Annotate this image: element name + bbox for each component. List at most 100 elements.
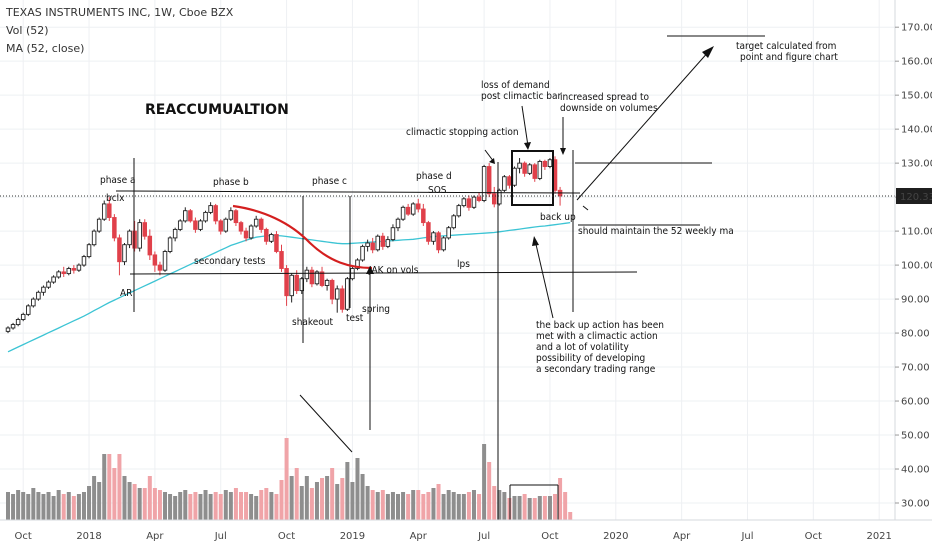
- volume-bar: [6, 492, 10, 520]
- support-line: [129, 271, 638, 275]
- label-phase-d: phase d: [416, 171, 452, 182]
- price-axis[interactable]: 30.00 40.00 50.00 60.00 70.00 80.00 90.00 100.0…: [894, 0, 932, 550]
- candle-body: [56, 271, 61, 278]
- volume-bar: [446, 490, 451, 520]
- volume-bar: [304, 476, 309, 520]
- candle-body: [253, 218, 259, 227]
- volume-bar: [330, 468, 335, 520]
- price-tick-label: 140.00: [901, 125, 932, 136]
- volume-bar: [26, 494, 31, 520]
- volume-bar: [335, 484, 340, 520]
- candle-body: [365, 242, 370, 247]
- volume-bar: [421, 494, 426, 520]
- candle-body: [46, 281, 51, 288]
- candle-body: [76, 264, 82, 271]
- ma-indicator-label[interactable]: MA (52, close): [6, 42, 85, 55]
- time-tick-label: 2020: [603, 531, 628, 542]
- candle-body: [456, 205, 462, 217]
- symbol-title[interactable]: TEXAS INSTRUMENTS INC, 1W, Cboe BZX: [6, 6, 234, 19]
- candle-body: [319, 271, 325, 286]
- candle-body: [416, 203, 421, 210]
- volume-bar: [254, 496, 259, 520]
- candle-body: [20, 313, 26, 320]
- candle-body: [522, 162, 527, 174]
- red-curve: [232, 204, 373, 270]
- candle-body: [259, 218, 264, 230]
- chart-legend: TEXAS INSTRUMENTS INC, 1W, Cboe BZX Vol …: [6, 4, 233, 58]
- time-tick-label: Apr: [146, 531, 164, 542]
- volume-bar: [249, 494, 254, 520]
- candle-body: [157, 264, 163, 271]
- drawings: [0, 35, 895, 520]
- candle-body: [279, 251, 284, 269]
- volume-bar: [416, 490, 421, 520]
- candle-body: [81, 256, 87, 266]
- candle-body: [334, 288, 340, 300]
- price-axis-bg: [895, 0, 932, 550]
- label-test: test: [346, 313, 364, 324]
- volume-bar: [426, 492, 431, 520]
- candle-body: [193, 220, 198, 230]
- note-line-1: the back up action has been: [536, 320, 664, 331]
- volume-bar: [320, 478, 325, 520]
- candle-body: [51, 276, 56, 283]
- spread-arrow-head: [560, 148, 566, 155]
- volume-bar: [507, 498, 512, 520]
- candle-body: [228, 210, 234, 220]
- candle-body: [395, 218, 401, 229]
- price-tick-label: 170.00: [901, 23, 932, 34]
- volume-bar: [461, 494, 466, 520]
- volume-bar: [61, 494, 66, 520]
- volume-bar: [537, 496, 542, 520]
- label-downside-volumes: downside on volumes: [560, 103, 658, 114]
- candle-body: [486, 166, 492, 195]
- candle-body: [107, 203, 112, 218]
- volume-bar: [512, 496, 517, 520]
- candle-body: [329, 279, 335, 300]
- label-loss-of-demand: loss of demand: [481, 80, 550, 91]
- time-tick-label: Oct: [805, 531, 822, 542]
- volume-bar: [568, 512, 573, 520]
- volume-bar: [117, 454, 122, 520]
- volume-bar: [71, 496, 76, 520]
- candle-body: [238, 222, 244, 232]
- volume-bar: [492, 486, 497, 520]
- title-reaccumulation: REACCUMUALTION: [145, 102, 289, 118]
- note-line-3: and a lot of volatility: [536, 342, 629, 353]
- label-shakeout: shakeout: [292, 317, 334, 328]
- candle-body: [405, 206, 411, 215]
- candle-body: [542, 160, 548, 167]
- candle-body: [375, 235, 380, 251]
- candle-body: [183, 210, 188, 222]
- candle-body: [137, 222, 142, 249]
- ma-arrow-line: [582, 205, 589, 211]
- label-pf-chart: point and figure chart: [740, 52, 838, 63]
- volume-bar: [152, 488, 157, 520]
- volume-bar: [173, 496, 178, 520]
- price-tick-label: 110.00: [901, 227, 932, 238]
- candle-body: [410, 203, 416, 215]
- ma-layer: [7, 221, 571, 353]
- volume-bar: [558, 478, 563, 520]
- volume-bar: [107, 454, 112, 520]
- volume-bar: [76, 494, 81, 520]
- volume-bar: [147, 476, 152, 520]
- candle-body: [491, 193, 497, 205]
- time-axis[interactable]: Oct 2018 Apr Jul Oct 2019 Apr Jul Oct 2020 Apr Jul O…: [0, 519, 932, 550]
- candle-body: [269, 234, 274, 242]
- volume-bar: [355, 458, 360, 520]
- volume-bar: [56, 490, 61, 520]
- candle-body: [101, 203, 107, 220]
- candle-body: [380, 235, 386, 247]
- price-tick-label: 30.00: [901, 499, 930, 510]
- volume-indicator-label[interactable]: Vol (52): [6, 24, 49, 37]
- time-tick-label: Jul: [477, 531, 490, 542]
- volume-bar: [244, 492, 249, 520]
- spring-arrow-head: [366, 266, 374, 274]
- time-tick-label: 2019: [340, 531, 365, 542]
- volume-bar: [401, 492, 406, 520]
- time-tick-label: 2018: [76, 531, 101, 542]
- candle-body: [162, 251, 168, 271]
- volume-bar: [345, 462, 350, 520]
